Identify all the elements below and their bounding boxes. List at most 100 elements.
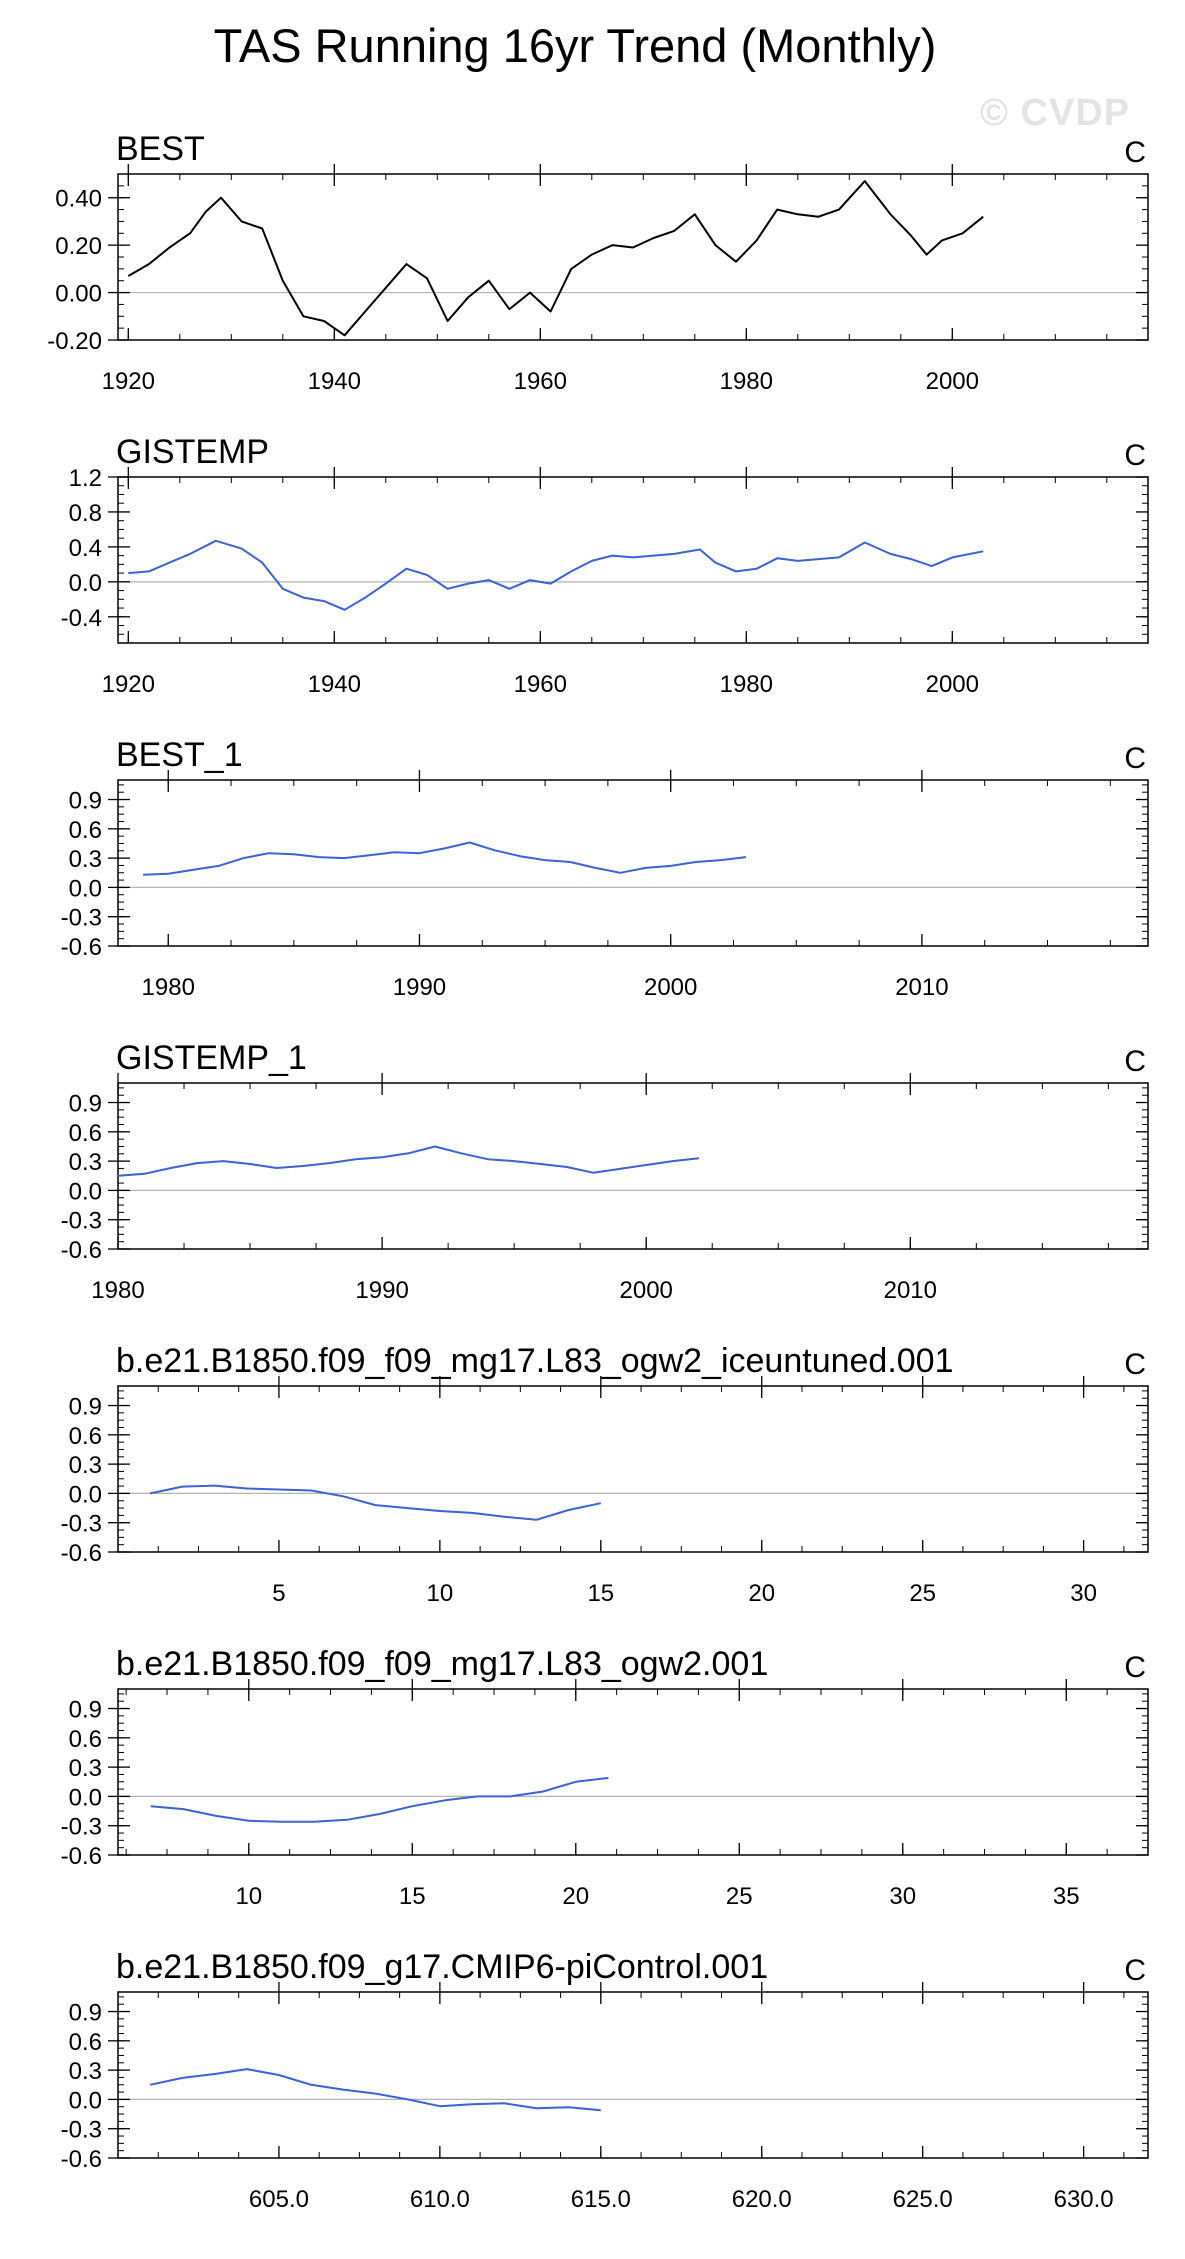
series-line xyxy=(128,539,984,611)
y-tick-label: 0.20 xyxy=(55,233,102,260)
panel-units: C xyxy=(1124,1348,1146,1381)
panel-frame xyxy=(117,1385,1149,1553)
x-tick-label: 2010 xyxy=(884,1277,937,1304)
y-tick-label: 0.9 xyxy=(69,2000,102,2027)
panel-units: C xyxy=(1124,136,1146,169)
chart-panel-1: BEST C -0.20 0.00 0.20 0.40 1920 1940 1960 1980 20… xyxy=(47,130,1149,395)
x-tick-label: 1940 xyxy=(308,671,361,698)
y-tick-label: 0.40 xyxy=(55,186,102,213)
y-tick-label: 0.6 xyxy=(69,2029,102,2056)
x-tick-label: 625.0 xyxy=(893,2186,953,2213)
series-line xyxy=(149,1484,602,1521)
y-tick-label: 0.3 xyxy=(69,1149,102,1176)
y-tick-label: 0.3 xyxy=(69,1452,102,1479)
x-tick-label: 20 xyxy=(562,1883,589,1910)
y-tick-label: 0.9 xyxy=(69,1697,102,1724)
y-tick-label: 0.00 xyxy=(55,281,102,308)
y-tick-label: 0.3 xyxy=(69,2058,102,2085)
y-tick-label: -0.3 xyxy=(61,1814,102,1841)
x-tick-label: 35 xyxy=(1053,1883,1080,1910)
y-tick-label: -0.6 xyxy=(61,2146,102,2173)
panel-title: GISTEMP xyxy=(116,433,269,471)
x-tick-label: 1920 xyxy=(102,671,155,698)
y-tick-label: -0.3 xyxy=(61,1511,102,1538)
series-line xyxy=(127,180,984,337)
panel-title: b.e21.B1850.f09_f09_mg17.L83_ogw2_iceunt… xyxy=(116,1342,954,1380)
y-tick-label: 0.0 xyxy=(69,2087,102,2114)
y-tick-label: 0.9 xyxy=(69,1394,102,1421)
x-tick-label: 2000 xyxy=(926,368,979,395)
panel-units: C xyxy=(1124,1954,1146,1987)
x-tick-label: 630.0 xyxy=(1054,2186,1114,2213)
panel-title: GISTEMP_1 xyxy=(116,1039,307,1077)
panel-frame xyxy=(117,779,1149,947)
panel-frame xyxy=(117,1688,1149,1856)
x-tick-label: 1960 xyxy=(514,368,567,395)
y-tick-label: -0.6 xyxy=(61,1843,102,1870)
x-tick-label: 25 xyxy=(726,1883,753,1910)
y-tick-label: 0.3 xyxy=(69,1755,102,1782)
x-tick-label: 615.0 xyxy=(571,2186,631,2213)
chart-panel-5: b.e21.B1850.f09_f09_mg17.L83_ogw2_iceunt… xyxy=(61,1342,1149,1607)
y-tick-label: 0.6 xyxy=(69,1726,102,1753)
y-tick-label: 0.6 xyxy=(69,817,102,844)
panel-title: BEST xyxy=(116,130,205,168)
panel-units: C xyxy=(1124,439,1146,472)
x-tick-label: 2000 xyxy=(644,974,697,1001)
chart-panel-2: GISTEMP C -0.4 0.0 0.4 0.8 1.2 1920 1940 1960 1980… xyxy=(61,433,1149,698)
y-tick-label: 0.3 xyxy=(69,846,102,873)
y-tick-label: 0.0 xyxy=(69,1178,102,1205)
y-tick-label: 0.4 xyxy=(69,535,102,562)
y-tick-label: -0.4 xyxy=(61,605,102,632)
panel-frame xyxy=(117,1991,1149,2159)
x-tick-label: 1940 xyxy=(308,368,361,395)
y-tick-label: -0.3 xyxy=(61,2117,102,2144)
x-tick-label: 30 xyxy=(1070,1580,1097,1607)
series-line xyxy=(150,1776,609,1823)
y-tick-label: 0.0 xyxy=(69,875,102,902)
x-tick-label: 15 xyxy=(587,1580,614,1607)
x-tick-label: 610.0 xyxy=(410,2186,470,2213)
x-tick-label: 1980 xyxy=(720,671,773,698)
x-tick-label: 1980 xyxy=(91,1277,144,1304)
y-tick-label: -0.6 xyxy=(61,934,102,961)
x-tick-label: 1920 xyxy=(102,368,155,395)
panel-units: C xyxy=(1124,742,1146,775)
x-tick-label: 1980 xyxy=(720,368,773,395)
x-tick-label: 2000 xyxy=(926,671,979,698)
y-tick-label: 0.0 xyxy=(69,1481,102,1508)
panel-units: C xyxy=(1124,1045,1146,1078)
y-tick-label: 0.6 xyxy=(69,1423,102,1450)
series-line xyxy=(143,841,747,876)
x-tick-label: 20 xyxy=(748,1580,775,1607)
y-tick-label: -0.3 xyxy=(61,905,102,932)
chart-panel-4: GISTEMP_1 C -0.6-0.3 0.00.30.60.9 1980 1990 20… xyxy=(61,1039,1149,1304)
x-tick-label: 1990 xyxy=(393,974,446,1001)
x-tick-label: 620.0 xyxy=(732,2186,792,2213)
chart-panel-7: b.e21.B1850.f09_g17.CMIP6-piControl.001 C… xyxy=(61,1948,1149,2213)
y-tick-label: 0.8 xyxy=(69,500,102,527)
y-tick-label: 0.9 xyxy=(69,1091,102,1118)
series-line xyxy=(149,2068,601,2112)
x-tick-label: 30 xyxy=(889,1883,916,1910)
x-tick-label: 2000 xyxy=(620,1277,673,1304)
x-tick-label: 1960 xyxy=(514,671,567,698)
series-line xyxy=(117,1145,700,1177)
x-tick-label: 25 xyxy=(909,1580,936,1607)
x-tick-label: 2010 xyxy=(895,974,948,1001)
y-tick-label: -0.6 xyxy=(61,1237,102,1264)
panel-units: C xyxy=(1124,1651,1146,1684)
y-tick-label: -0.3 xyxy=(61,1208,102,1235)
chart-panel-6: b.e21.B1850.f09_f09_mg17.L83_ogw2.001 C -0… xyxy=(61,1645,1149,1910)
y-tick-label: -0.20 xyxy=(47,328,102,355)
x-tick-label: 1990 xyxy=(355,1277,408,1304)
y-tick-label: 0.6 xyxy=(69,1120,102,1147)
main-title: TAS Running 16yr Trend (Monthly) xyxy=(213,19,937,72)
x-tick-label: 605.0 xyxy=(249,2186,309,2213)
y-tick-label: 1.2 xyxy=(69,465,102,492)
cvdp-watermark: © CVDP xyxy=(980,92,1131,134)
panel-frame xyxy=(117,476,1149,644)
y-tick-label: 0.0 xyxy=(69,570,102,597)
panel-title: b.e21.B1850.f09_f09_mg17.L83_ogw2.001 xyxy=(116,1645,768,1683)
